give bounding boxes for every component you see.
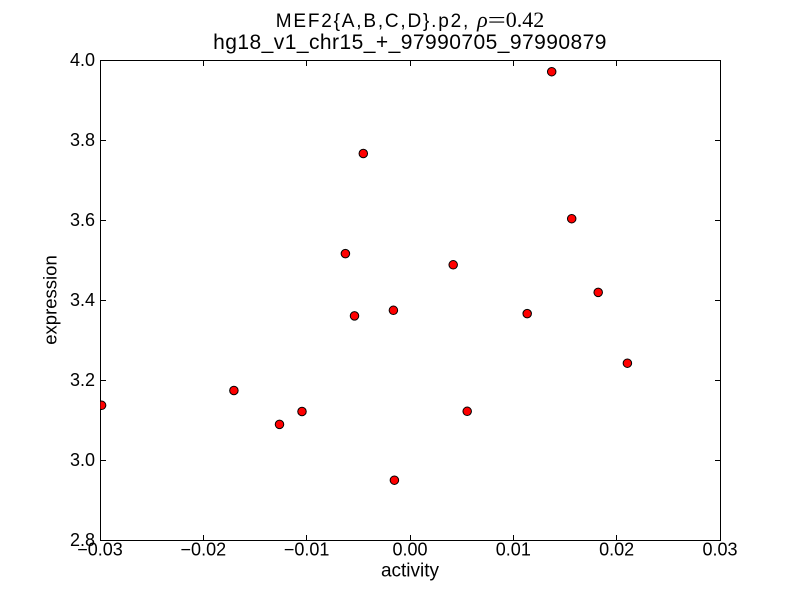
- svg-text:3.8: 3.8: [70, 130, 95, 150]
- svg-text:MEF2{A,B,C,D}.p2, ρ=0.42: MEF2{A,B,C,D}.p2, ρ=0.42: [276, 7, 544, 32]
- svg-text:expression: expression: [40, 255, 61, 344]
- svg-text:−0.03: −0.03: [77, 540, 123, 560]
- svg-text:activity: activity: [381, 561, 440, 582]
- svg-text:0.01: 0.01: [496, 540, 531, 560]
- svg-text:0.03: 0.03: [702, 540, 737, 560]
- svg-text:3.6: 3.6: [70, 210, 95, 230]
- svg-text:3.4: 3.4: [70, 290, 95, 310]
- svg-text:3.2: 3.2: [70, 370, 95, 390]
- svg-text:hg18_v1_chr15_+_97990705_97990: hg18_v1_chr15_+_97990705_97990879: [213, 31, 607, 54]
- svg-text:3.0: 3.0: [70, 450, 95, 470]
- svg-text:2.8: 2.8: [70, 530, 95, 550]
- svg-text:4.0: 4.0: [70, 50, 95, 70]
- svg-text:0.00: 0.00: [392, 540, 427, 560]
- svg-text:−0.02: −0.02: [181, 540, 227, 560]
- svg-text:0.02: 0.02: [599, 540, 634, 560]
- svg-text:−0.01: −0.01: [284, 540, 330, 560]
